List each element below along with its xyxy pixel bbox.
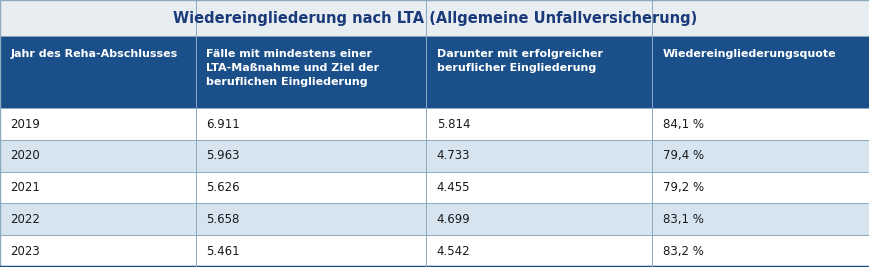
Text: 2022: 2022 [10,213,40,226]
Bar [0,203,869,235]
Bar [0,172,869,203]
Text: 79,4 %: 79,4 % [662,149,703,162]
Bar [0,108,869,140]
Text: 2019: 2019 [10,117,40,131]
Text: Fälle mit mindestens einer
LTA-Maßnahme und Ziel der
beruflichen Eingliederung: Fälle mit mindestens einer LTA-Maßnahme … [206,49,379,87]
Text: Jahr des Reha-Abschlusses: Jahr des Reha-Abschlusses [10,49,177,59]
Text: 84,1 %: 84,1 % [662,117,703,131]
Text: 4.455: 4.455 [436,181,470,194]
Text: Wiedereingliederungsquote: Wiedereingliederungsquote [662,49,836,59]
Text: Wiedereingliederung nach LTA (Allgemeine Unfallversicherung): Wiedereingliederung nach LTA (Allgemeine… [173,10,696,26]
Text: 5.461: 5.461 [206,245,240,258]
Text: 5.658: 5.658 [206,213,239,226]
Text: 83,2 %: 83,2 % [662,245,703,258]
Text: 4.733: 4.733 [436,149,470,162]
Bar [0,36,869,108]
Text: 4.699: 4.699 [436,213,470,226]
Text: 2020: 2020 [10,149,40,162]
Text: 83,1 %: 83,1 % [662,213,703,226]
Text: 2021: 2021 [10,181,40,194]
Text: Darunter mit erfolgreicher
beruflicher Eingliederung: Darunter mit erfolgreicher beruflicher E… [436,49,602,73]
Text: 5.963: 5.963 [206,149,240,162]
Bar [0,140,869,172]
Text: 79,2 %: 79,2 % [662,181,703,194]
Text: 6.911: 6.911 [206,117,240,131]
Text: 4.542: 4.542 [436,245,470,258]
Bar [0,235,869,267]
Text: 5.814: 5.814 [436,117,470,131]
Text: 5.626: 5.626 [206,181,240,194]
Text: 2023: 2023 [10,245,40,258]
Bar [0,0,869,36]
